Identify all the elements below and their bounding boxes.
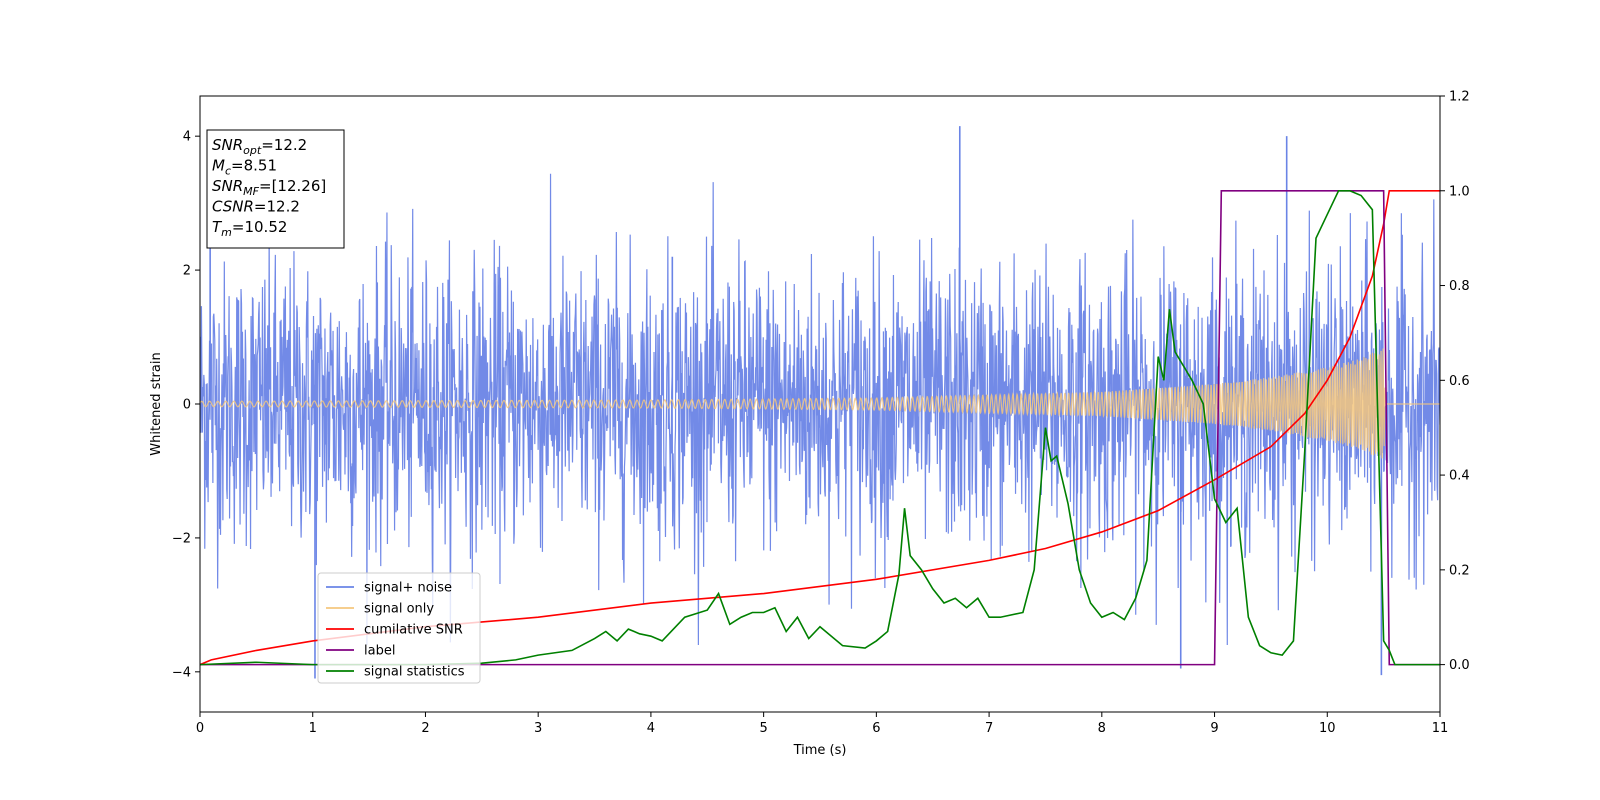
y-right-tick-label: 0.4 (1449, 469, 1470, 484)
info-subscript: MF (243, 185, 259, 198)
x-tick-label: 6 (872, 721, 880, 736)
legend-label: signal+ noise (364, 581, 452, 596)
info-subscript: m (221, 226, 232, 239)
info-symbol: SNR (212, 136, 243, 154)
y-right-tick-label: 1.2 (1449, 90, 1470, 105)
legend-label: signal only (364, 602, 434, 617)
x-tick-label: 0 (196, 721, 204, 736)
legend-label: signal statistics (364, 665, 465, 680)
legend-label: cumilative SNR (364, 623, 463, 638)
info-symbol: CSNR (212, 198, 254, 216)
info-symbol: SNR (212, 177, 243, 195)
x-tick-label: 2 (421, 721, 429, 736)
info-value: =12.2 (254, 198, 300, 216)
info-box: SNRopt=12.2Mc=8.51SNRMF=[12.26]CSNR=12.2… (206, 129, 345, 249)
plot-area (200, 126, 1440, 679)
signal-only-line (200, 348, 1440, 459)
info-value: =[12.26] (259, 177, 326, 195)
y-right-tick-label: 0.6 (1449, 374, 1470, 389)
info-symbol: T (212, 218, 223, 236)
y-right-tick-label: 0.8 (1449, 279, 1470, 294)
noise-peaks (209, 126, 1383, 679)
legend-label: label (364, 644, 395, 659)
info-value: =10.52 (232, 218, 288, 236)
info-line: CSNR=12.2 (212, 198, 300, 216)
x-tick-label: 8 (1098, 721, 1106, 736)
y-left-tick-label: 0 (183, 398, 191, 413)
info-value: =12.2 (261, 136, 307, 154)
info-value: =8.51 (231, 157, 277, 175)
info-line: SNRMF=[12.26] (212, 177, 326, 198)
signal-noise-line (200, 173, 1440, 646)
info-subscript: c (225, 165, 231, 178)
y-axis-label: Whitened strain (149, 352, 164, 455)
y-left-tick-label: 2 (183, 264, 191, 279)
y-left-tick-label: −4 (172, 665, 191, 680)
y-right-tick-label: 0.0 (1449, 658, 1470, 673)
info-box-frame (206, 129, 345, 249)
y-right-tick-label: 1.0 (1449, 184, 1470, 199)
info-line: Mc=8.51 (212, 157, 277, 178)
x-tick-label: 1 (309, 721, 317, 736)
x-tick-label: 9 (1210, 721, 1218, 736)
axes: 0 1 2 3 4 5 6 7 8 9 10 11 −4 −2 0 2 4 0.0 0.2 0.4 0.6 0.8 1.0 1… (172, 90, 1470, 737)
x-tick-label: 3 (534, 721, 542, 736)
signal-statistics-line (200, 189, 1440, 666)
legend: signal+ noise signal only cumilative SNR la… (317, 572, 481, 684)
info-line: SNRopt=12.2 (212, 136, 307, 157)
info-symbol: M (212, 157, 225, 175)
info-subscript: opt (243, 144, 262, 157)
y-right-tick-label: 0.2 (1449, 563, 1470, 578)
y-left-tick-label: 4 (183, 130, 191, 145)
x-tick-label: 10 (1319, 721, 1336, 736)
legend-frame (317, 572, 481, 684)
x-tick-label: 4 (647, 721, 655, 736)
x-tick-label: 11 (1432, 721, 1449, 736)
x-axis-label: Time (s) (793, 743, 847, 758)
info-line: Tm=10.52 (212, 218, 287, 239)
x-tick-label: 5 (759, 721, 767, 736)
x-tick-label: 7 (985, 721, 993, 736)
y-left-tick-label: −2 (172, 531, 191, 546)
